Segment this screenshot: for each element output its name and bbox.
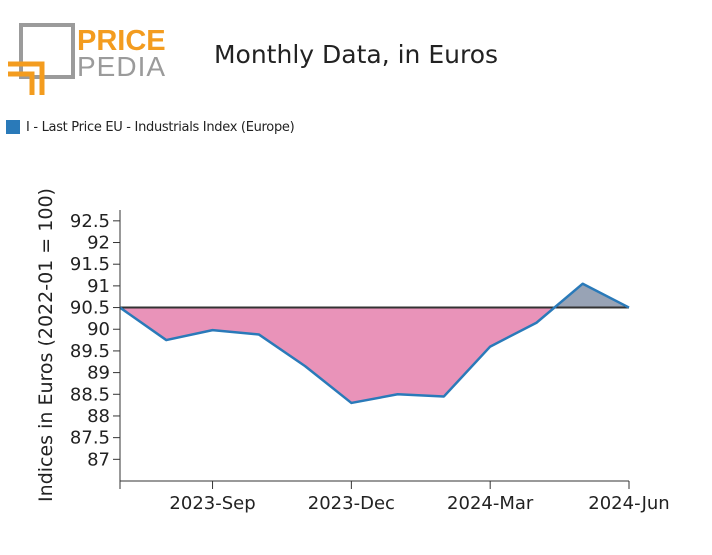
legend-swatch — [6, 120, 20, 134]
y-tick-label: 92 — [87, 233, 110, 254]
logo-text-bottom: PEDIA — [77, 51, 166, 82]
y-tick-label: 87.5 — [70, 428, 110, 449]
legend[interactable]: I - Last Price EU - Industrials Index (E… — [6, 118, 295, 136]
x-tick-label: 2023-Sep — [169, 493, 255, 514]
x-tick-label: 2024-Jun — [588, 493, 669, 514]
y-tick-label: 91.5 — [70, 254, 110, 275]
logo-text-top: PRICE — [77, 25, 166, 57]
legend-label: I - Last Price EU - Industrials Index (E… — [26, 119, 295, 135]
y-tick-label: 90.5 — [70, 298, 110, 319]
y-tick-label: 89.5 — [70, 341, 110, 362]
chart-title: Monthly Data, in Euros — [213, 40, 499, 69]
pricepedia-logo: PRICE PEDIA — [8, 23, 166, 95]
y-tick-label: 87 — [87, 449, 110, 470]
area-below-baseline — [120, 307, 555, 403]
area-above-baseline — [554, 283, 629, 308]
logo-gray-square — [19, 23, 75, 79]
y-tick-label: 90 — [87, 319, 110, 340]
series-line — [119, 282, 630, 405]
y-axis-title: Indices in Euros (2022-01 = 100) — [35, 188, 57, 502]
y-tick-label: 88.5 — [70, 384, 110, 405]
x-tick-label: 2024-Mar — [447, 493, 534, 514]
logo-orange-bracket-inner — [8, 71, 35, 95]
y-tick-label: 89 — [87, 363, 110, 384]
x-tick-label: 2023-Dec — [308, 493, 395, 514]
y-tick-label: 92.5 — [70, 211, 110, 232]
area-fills — [120, 283, 629, 403]
y-tick-label: 91 — [87, 276, 110, 297]
logo-orange-bracket-outer — [8, 61, 45, 95]
x-axis: 2023-Sep 2023-Dec 2024-Mar 2024-Jun — [119, 480, 670, 514]
y-tick-label: 88 — [87, 406, 110, 427]
